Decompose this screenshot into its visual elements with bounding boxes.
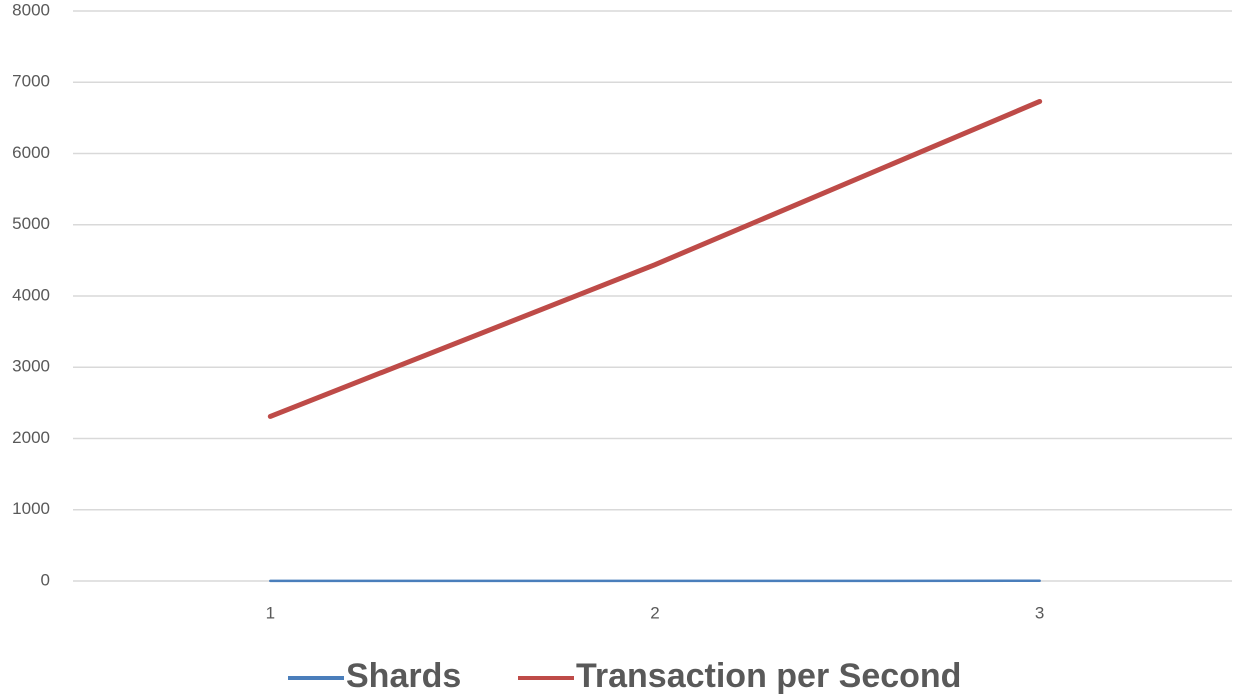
series-line	[267, 98, 1043, 419]
y-tick-label: 4000	[12, 285, 50, 304]
y-tick-label: 6000	[12, 143, 50, 162]
x-tick-label: 3	[1035, 603, 1044, 622]
x-tick-label: 1	[266, 603, 275, 622]
y-tick-label: 1000	[12, 499, 50, 518]
y-tick-label: 8000	[12, 0, 50, 19]
y-tick-label: 5000	[12, 214, 50, 233]
y-tick-label: 7000	[12, 72, 50, 91]
x-tick-label: 2	[650, 603, 659, 622]
y-tick-label: 2000	[12, 428, 50, 447]
y-tick-label: 3000	[12, 357, 50, 376]
legend-label: Shards	[346, 657, 461, 695]
y-tick-label: 0	[41, 570, 50, 589]
legend-label: Transaction per Second	[576, 657, 961, 695]
